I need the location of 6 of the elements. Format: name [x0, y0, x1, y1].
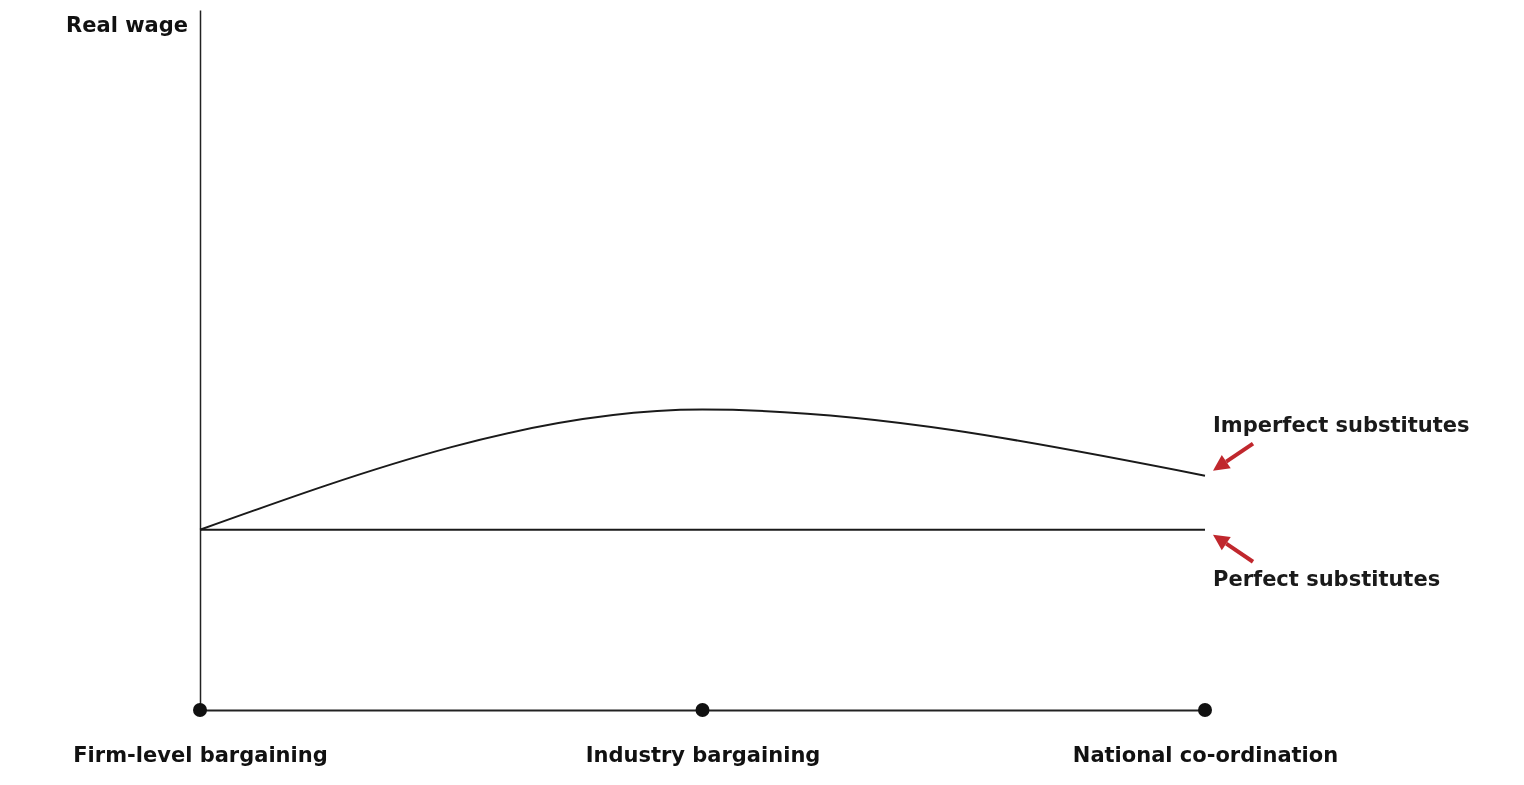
x-tick-label: Industry bargaining — [585, 742, 821, 767]
x-tick-label: National co-ordination — [1072, 742, 1339, 767]
series-label: Imperfect substitutes — [1213, 412, 1470, 437]
x-tick-label: Firm-level bargaining — [73, 742, 328, 767]
text: Real wage — [66, 13, 188, 37]
series-label: Perfect substitutes — [1213, 566, 1441, 591]
